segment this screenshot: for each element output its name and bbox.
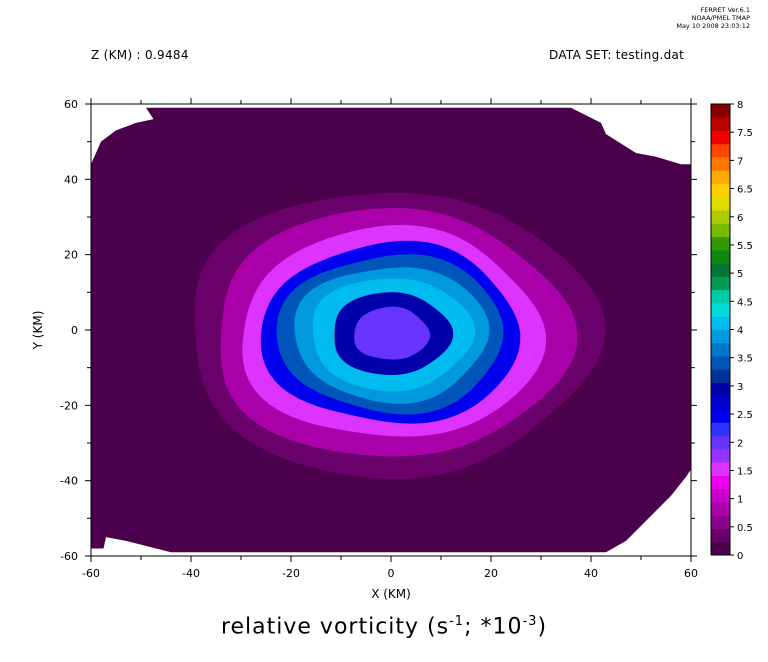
z-level-label: Z (KM) : 0.9484 (91, 48, 189, 62)
plot-caption: relative vorticity (s-1; *10-3) (0, 614, 768, 639)
colorbar-label: 4.5 (737, 297, 753, 308)
colorbar-swatch (711, 236, 730, 251)
colorbar-swatch (711, 223, 730, 238)
colorbar-swatch (711, 369, 730, 383)
colorbar-swatch (711, 501, 730, 516)
x-tick-label: 0 (388, 567, 395, 580)
y-axis-title: Y (KM) (31, 311, 45, 351)
colorbar: 8 7.5 7 6.5 6 5.5 5 4.5 4 3.5 3 2.5 2 1.5 1 0.5 0 (710, 100, 753, 562)
colorbar-swatch (711, 157, 730, 171)
colorbar-swatch (711, 329, 730, 344)
colorbar-swatch (711, 422, 730, 437)
colorbar-swatch (711, 316, 730, 330)
colorbar-swatch (711, 356, 730, 370)
y-tick-label: 0 (71, 324, 78, 337)
x-axis-title: X (KM) (371, 587, 411, 601)
colorbar-swatch (711, 342, 730, 357)
colorbar-label: 1.5 (737, 466, 753, 477)
colorbar-label: 7.5 (737, 128, 753, 139)
colorbar-swatch (711, 462, 730, 476)
colorbar-swatch (711, 528, 730, 543)
x-tick-label: 60 (684, 567, 698, 580)
caption-exp1: -1 (449, 614, 465, 629)
x-tick-label: -60 (82, 567, 100, 580)
caption-end: ) (537, 614, 548, 640)
caption-exp2: -3 (522, 614, 538, 629)
colorbar-label: 2.5 (737, 410, 753, 421)
colorbar-swatch (711, 475, 730, 490)
colorbar-swatch (711, 435, 730, 450)
colorbar-swatch (711, 143, 730, 158)
colorbar-swatch (711, 196, 730, 211)
colorbar-swatch (711, 263, 730, 277)
x-tick-label: 40 (584, 567, 598, 580)
ferret-date: May 10 2008 23:03:12 (676, 22, 750, 30)
colorbar-label: 4 (737, 326, 743, 337)
colorbar-swatch (711, 382, 730, 397)
colorbar-label: 6.5 (737, 185, 753, 196)
x-tick-label: -40 (182, 567, 200, 580)
colorbar-label: 0.5 (737, 523, 753, 534)
colorbar-swatch (711, 515, 730, 529)
plot-axes: -60 -40 -20 0 20 40 60 -60 -40 -20 0 20 40 60 X (KM) Y … (31, 98, 698, 601)
colorbar-swatch (711, 409, 730, 423)
y-tick-label: -20 (60, 399, 78, 412)
y-tick-label: 60 (64, 98, 78, 111)
colorbar-label: 5.5 (737, 241, 753, 252)
x-tick-label: -20 (282, 567, 300, 580)
y-tick-label: -40 (60, 475, 78, 488)
colorbar-swatch (711, 541, 730, 556)
colorbar-label: 3 (737, 382, 743, 393)
colorbar-swatch (711, 302, 730, 317)
colorbar-swatch (711, 183, 730, 198)
colorbar-label: 2 (737, 438, 743, 449)
x-tick-label: 20 (484, 567, 498, 580)
colorbar-swatch (711, 289, 730, 304)
colorbar-swatch (711, 395, 730, 410)
ferret-version: FERRET Ver.6.1 (700, 6, 750, 14)
colorbar-label: 0 (737, 551, 743, 562)
colorbar-swatch (711, 488, 730, 503)
contour-band (354, 306, 431, 360)
colorbar-swatch (711, 170, 730, 184)
colorbar-swatch (711, 448, 730, 463)
y-tick-label: -60 (60, 550, 78, 563)
colorbar-swatch (711, 249, 730, 264)
colorbar-swatch (711, 130, 730, 145)
caption-text: relative vorticity (s (220, 614, 450, 640)
ferret-org: NOAA/PMEL TMAP (691, 14, 750, 22)
y-tick-label: 20 (64, 249, 78, 262)
colorbar-label: 7 (737, 156, 743, 167)
dataset-label: DATA SET: testing.dat (549, 48, 685, 62)
colorbar-label: 6 (737, 213, 743, 224)
colorbar-swatch (711, 276, 730, 291)
y-tick-label: 40 (64, 173, 78, 186)
colorbar-label: 8 (737, 100, 743, 111)
contour-field (91, 107, 691, 553)
ferret-stamp: FERRET Ver.6.1 NOAA/PMEL TMAP May 10 200… (676, 6, 750, 30)
colorbar-swatch (711, 210, 730, 224)
colorbar-swatch (711, 117, 730, 131)
colorbar-label: 5 (737, 269, 743, 280)
colorbar-label: 3.5 (737, 354, 753, 365)
colorbar-swatch (711, 104, 730, 118)
caption-mid: ; *10 (464, 614, 523, 640)
colorbar-label: 1 (737, 495, 743, 506)
